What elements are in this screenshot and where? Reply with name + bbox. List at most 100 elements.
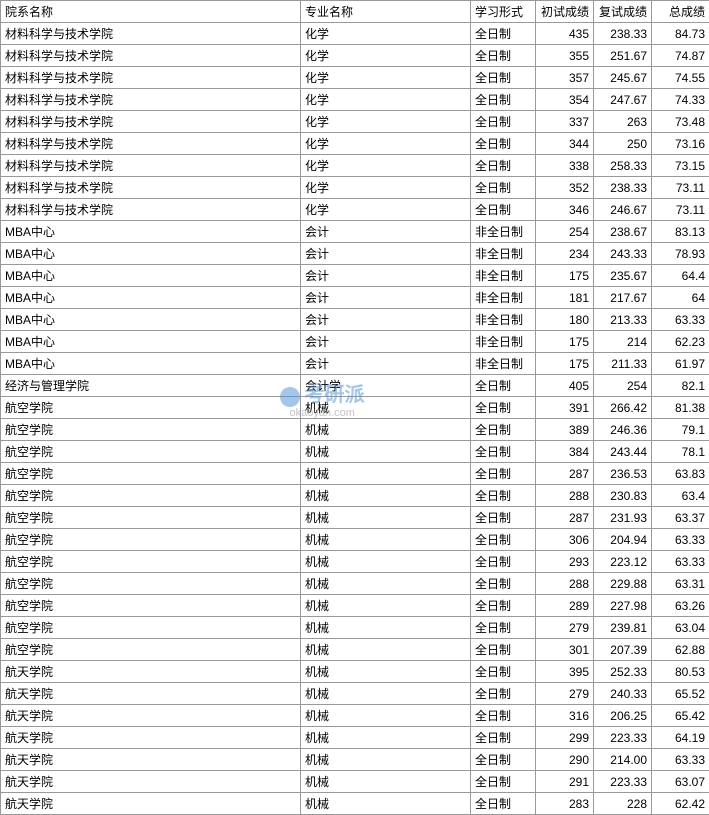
- cell-score1: 355: [536, 45, 594, 67]
- cell-dept: 材料科学与技术学院: [1, 23, 301, 45]
- cell-total: 62.42: [652, 793, 709, 815]
- cell-dept: 航空学院: [1, 441, 301, 463]
- cell-total: 83.13: [652, 221, 709, 243]
- cell-major: 机械: [301, 441, 471, 463]
- cell-score1: 306: [536, 529, 594, 551]
- cell-score2: 266.42: [594, 397, 652, 419]
- cell-dept: 航空学院: [1, 485, 301, 507]
- cell-score2: 230.83: [594, 485, 652, 507]
- cell-mode: 全日制: [471, 485, 536, 507]
- cell-score2: 263: [594, 111, 652, 133]
- cell-score2: 211.33: [594, 353, 652, 375]
- cell-total: 84.73: [652, 23, 709, 45]
- cell-dept: 航空学院: [1, 529, 301, 551]
- cell-score2: 246.36: [594, 419, 652, 441]
- cell-score1: 181: [536, 287, 594, 309]
- cell-total: 74.33: [652, 89, 709, 111]
- cell-major: 会计: [301, 353, 471, 375]
- cell-dept: MBA中心: [1, 221, 301, 243]
- cell-major: 会计: [301, 287, 471, 309]
- cell-mode: 非全日制: [471, 287, 536, 309]
- cell-total: 64: [652, 287, 709, 309]
- cell-score1: 299: [536, 727, 594, 749]
- cell-dept: 航天学院: [1, 683, 301, 705]
- cell-score1: 288: [536, 485, 594, 507]
- cell-score1: 175: [536, 353, 594, 375]
- cell-score2: 217.67: [594, 287, 652, 309]
- cell-dept: 经济与管理学院: [1, 375, 301, 397]
- cell-score2: 252.33: [594, 661, 652, 683]
- table-row: MBA中心会计非全日制254238.6783.13: [1, 221, 709, 243]
- cell-total: 74.55: [652, 67, 709, 89]
- cell-total: 63.33: [652, 529, 709, 551]
- cell-total: 79.1: [652, 419, 709, 441]
- table-row: 航空学院机械全日制287231.9363.37: [1, 507, 709, 529]
- cell-major: 化学: [301, 45, 471, 67]
- cell-total: 63.07: [652, 771, 709, 793]
- cell-score1: 290: [536, 749, 594, 771]
- cell-mode: 全日制: [471, 441, 536, 463]
- table-row: 材料科学与技术学院化学全日制352238.3373.11: [1, 177, 709, 199]
- cell-score2: 236.53: [594, 463, 652, 485]
- cell-major: 机械: [301, 661, 471, 683]
- cell-dept: 航天学院: [1, 661, 301, 683]
- cell-major: 机械: [301, 727, 471, 749]
- cell-mode: 全日制: [471, 683, 536, 705]
- cell-score2: 240.33: [594, 683, 652, 705]
- cell-score2: 223.12: [594, 551, 652, 573]
- cell-mode: 全日制: [471, 573, 536, 595]
- col-header-dept: 院系名称: [1, 1, 301, 23]
- cell-major: 机械: [301, 463, 471, 485]
- cell-score1: 287: [536, 507, 594, 529]
- cell-total: 81.38: [652, 397, 709, 419]
- cell-score2: 243.44: [594, 441, 652, 463]
- cell-score1: 405: [536, 375, 594, 397]
- cell-major: 机械: [301, 793, 471, 815]
- cell-score1: 283: [536, 793, 594, 815]
- cell-mode: 全日制: [471, 617, 536, 639]
- cell-total: 63.37: [652, 507, 709, 529]
- cell-score1: 395: [536, 661, 594, 683]
- cell-dept: 航天学院: [1, 727, 301, 749]
- cell-major: 机械: [301, 749, 471, 771]
- cell-mode: 全日制: [471, 529, 536, 551]
- cell-dept: 航天学院: [1, 793, 301, 815]
- cell-mode: 非全日制: [471, 243, 536, 265]
- cell-mode: 非全日制: [471, 331, 536, 353]
- cell-mode: 全日制: [471, 419, 536, 441]
- cell-dept: 航空学院: [1, 639, 301, 661]
- cell-major: 会计: [301, 331, 471, 353]
- cell-total: 82.1: [652, 375, 709, 397]
- cell-dept: 材料科学与技术学院: [1, 67, 301, 89]
- cell-dept: 材料科学与技术学院: [1, 111, 301, 133]
- table-row: MBA中心会计非全日制181217.6764: [1, 287, 709, 309]
- cell-mode: 全日制: [471, 133, 536, 155]
- cell-major: 机械: [301, 617, 471, 639]
- cell-dept: 航空学院: [1, 397, 301, 419]
- cell-score1: 352: [536, 177, 594, 199]
- cell-dept: 航空学院: [1, 551, 301, 573]
- cell-total: 73.11: [652, 199, 709, 221]
- cell-dept: MBA中心: [1, 309, 301, 331]
- cell-total: 61.97: [652, 353, 709, 375]
- table-row: 航空学院机械全日制301207.3962.88: [1, 639, 709, 661]
- cell-dept: MBA中心: [1, 265, 301, 287]
- cell-score1: 384: [536, 441, 594, 463]
- cell-major: 机械: [301, 397, 471, 419]
- cell-score2: 213.33: [594, 309, 652, 331]
- cell-score1: 279: [536, 617, 594, 639]
- cell-dept: 材料科学与技术学院: [1, 45, 301, 67]
- table-row: 航空学院机械全日制306204.9463.33: [1, 529, 709, 551]
- col-header-major: 专业名称: [301, 1, 471, 23]
- table-row: 材料科学与技术学院化学全日制338258.3373.15: [1, 155, 709, 177]
- score-table: 院系名称专业名称学习形式初试成绩复试成绩总成绩 材料科学与技术学院化学全日制43…: [0, 0, 709, 815]
- cell-mode: 全日制: [471, 639, 536, 661]
- cell-mode: 全日制: [471, 155, 536, 177]
- cell-mode: 全日制: [471, 89, 536, 111]
- cell-total: 63.31: [652, 573, 709, 595]
- cell-mode: 全日制: [471, 595, 536, 617]
- table-row: 航空学院机械全日制279239.8163.04: [1, 617, 709, 639]
- cell-score2: 229.88: [594, 573, 652, 595]
- cell-major: 化学: [301, 155, 471, 177]
- cell-mode: 非全日制: [471, 353, 536, 375]
